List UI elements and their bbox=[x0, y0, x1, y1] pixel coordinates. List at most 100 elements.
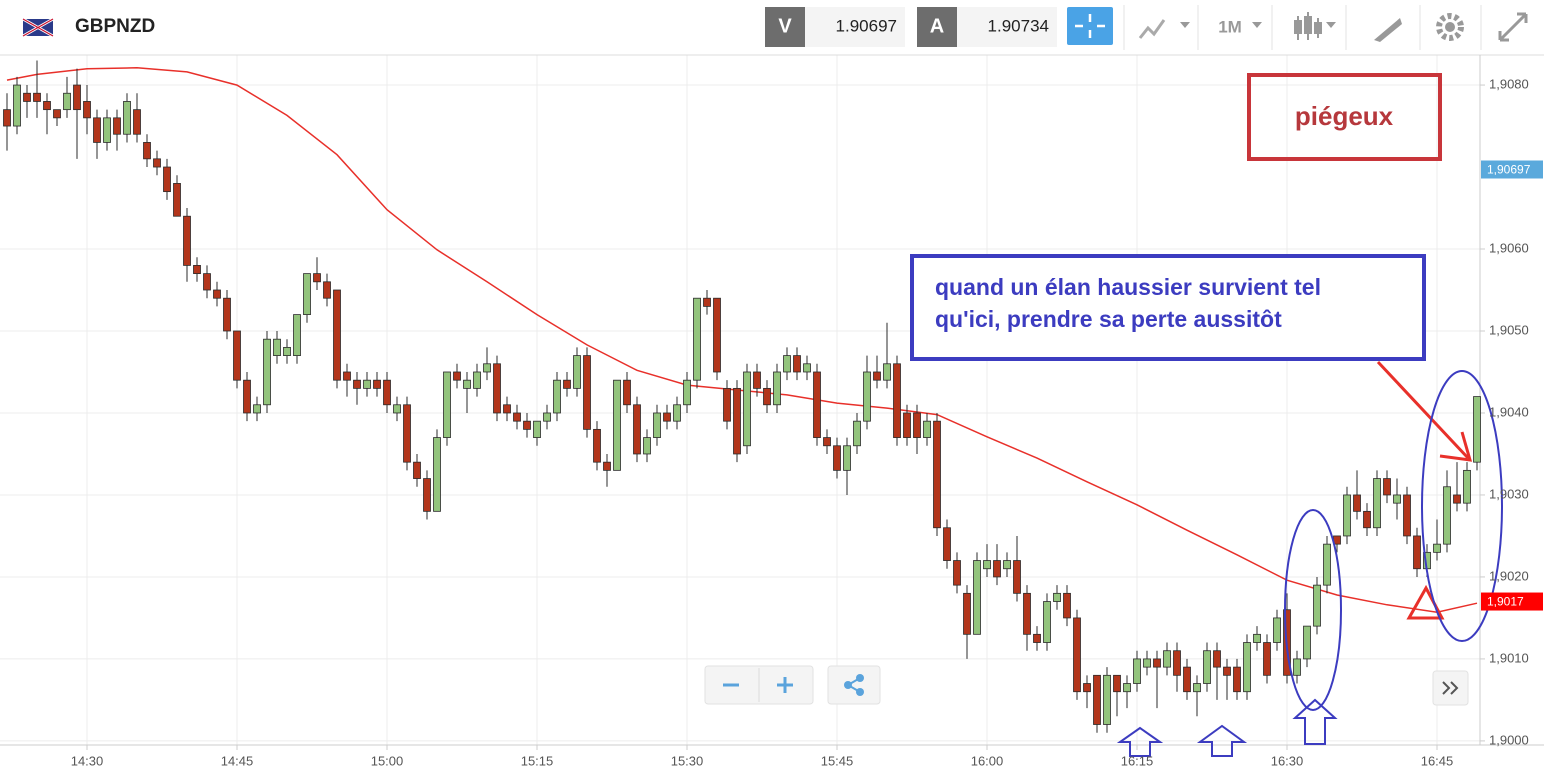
draw-icon[interactable] bbox=[1374, 18, 1402, 42]
candle-body bbox=[1003, 560, 1011, 570]
sell-label[interactable]: V bbox=[778, 15, 792, 37]
buy-box[interactable] bbox=[957, 7, 1057, 47]
x-tick-label: 15:15 bbox=[521, 753, 554, 768]
candle-body bbox=[1053, 592, 1061, 602]
candles-icon[interactable] bbox=[1304, 16, 1312, 34]
price-tag bbox=[1481, 160, 1543, 179]
candle-body bbox=[1403, 494, 1411, 537]
candles-icon[interactable] bbox=[1294, 20, 1302, 34]
candle-body bbox=[113, 117, 121, 135]
candle-body bbox=[493, 363, 501, 414]
price-tags: 1,90697 1,9017 bbox=[1481, 160, 1543, 611]
candle-body bbox=[693, 297, 701, 381]
symbol: GBPNZD bbox=[75, 16, 155, 37]
candle-body bbox=[1343, 494, 1351, 537]
candle-body bbox=[53, 109, 61, 119]
candle-body bbox=[673, 404, 681, 422]
candle-body bbox=[423, 478, 431, 512]
up-arrow bbox=[1196, 724, 1248, 757]
candle-body bbox=[1203, 650, 1211, 684]
candle-body bbox=[1243, 642, 1251, 693]
candle-body bbox=[1063, 592, 1071, 619]
candle-body bbox=[543, 412, 551, 422]
sell-price[interactable]: 1.90697 bbox=[836, 16, 897, 35]
crosshair-button[interactable] bbox=[1067, 7, 1113, 45]
candle-body bbox=[413, 461, 421, 479]
settings-icon[interactable] bbox=[1436, 13, 1464, 41]
y-tick-label: 1,9010 bbox=[1489, 650, 1529, 665]
y-tick-label: 1,9060 bbox=[1489, 240, 1529, 255]
x-tick-label: 15:45 bbox=[821, 753, 854, 768]
arrow-head bbox=[1439, 431, 1473, 462]
candle-body bbox=[1463, 469, 1471, 504]
candle-body bbox=[63, 92, 71, 111]
candle-body bbox=[363, 379, 371, 389]
fullscreen-icon[interactable] bbox=[1498, 12, 1528, 42]
candles-icon[interactable] bbox=[1314, 22, 1322, 34]
candle-body bbox=[1193, 683, 1201, 693]
candle-body bbox=[173, 183, 181, 217]
chart-type-icon[interactable] bbox=[1138, 19, 1166, 39]
candle-body bbox=[783, 355, 791, 373]
candle-body bbox=[743, 371, 751, 447]
advice-line: quand un élan haussier survient tel bbox=[935, 274, 1321, 300]
candle-body bbox=[823, 437, 831, 447]
scroll-end-button[interactable] bbox=[1432, 670, 1469, 706]
dropdown-arrow[interactable] bbox=[1326, 22, 1336, 28]
candle-body bbox=[163, 166, 171, 193]
candle-body bbox=[513, 412, 521, 422]
candle-body bbox=[373, 379, 381, 389]
candle-body bbox=[1093, 674, 1101, 725]
candle-body bbox=[13, 84, 21, 127]
candle-body bbox=[453, 371, 461, 381]
candle-body bbox=[923, 420, 931, 438]
x-tick-label: 16:00 bbox=[971, 753, 1004, 768]
candle-body bbox=[733, 387, 741, 455]
candle-body bbox=[483, 363, 491, 373]
buy-badge[interactable] bbox=[917, 7, 957, 47]
warning-box bbox=[1247, 73, 1442, 161]
candle-body bbox=[1393, 494, 1401, 504]
candle-body bbox=[873, 371, 881, 381]
share-button[interactable] bbox=[827, 665, 881, 705]
candle-body bbox=[213, 289, 221, 299]
dropdown-arrow[interactable] bbox=[1252, 22, 1262, 28]
candle-body bbox=[193, 265, 201, 275]
separators bbox=[1123, 5, 1482, 50]
candle-body bbox=[663, 412, 671, 422]
candle-body bbox=[863, 371, 871, 422]
candle-body bbox=[183, 215, 191, 266]
candle-body bbox=[383, 379, 391, 406]
candle-body bbox=[223, 297, 231, 332]
candle-body bbox=[123, 101, 131, 135]
sell-box[interactable] bbox=[805, 7, 905, 47]
crosshair-icon bbox=[1075, 14, 1105, 38]
y-tick-label: 1,9080 bbox=[1489, 76, 1529, 91]
candle-body bbox=[303, 273, 311, 316]
sell-badge[interactable] bbox=[765, 7, 805, 47]
candle-body bbox=[1173, 650, 1181, 676]
buy-price[interactable]: 1.90734 bbox=[988, 16, 1049, 35]
candle-body bbox=[953, 560, 961, 586]
x-tick-label: 14:30 bbox=[71, 753, 104, 768]
settings-icon-center[interactable] bbox=[1445, 22, 1455, 32]
zoom-in[interactable] bbox=[777, 677, 793, 693]
candle-body bbox=[973, 560, 981, 635]
flag-cross-red bbox=[22, 18, 54, 37]
candle-body bbox=[1113, 674, 1121, 693]
candle-body bbox=[573, 355, 581, 389]
candle-body bbox=[713, 297, 721, 373]
candle-body bbox=[403, 404, 411, 463]
zoom-controls bbox=[704, 665, 1469, 706]
candle-body bbox=[803, 363, 811, 373]
dropdown-arrow[interactable] bbox=[1180, 22, 1190, 28]
candle-body bbox=[553, 379, 561, 414]
candle-body bbox=[1273, 617, 1281, 643]
candle-body bbox=[273, 338, 281, 356]
candle-body bbox=[853, 420, 861, 447]
candle-body bbox=[333, 289, 341, 381]
candle-body bbox=[883, 363, 891, 381]
timeframe[interactable]: 1M bbox=[1218, 17, 1242, 36]
candle-body bbox=[523, 420, 531, 430]
buy-label[interactable]: A bbox=[930, 15, 944, 37]
